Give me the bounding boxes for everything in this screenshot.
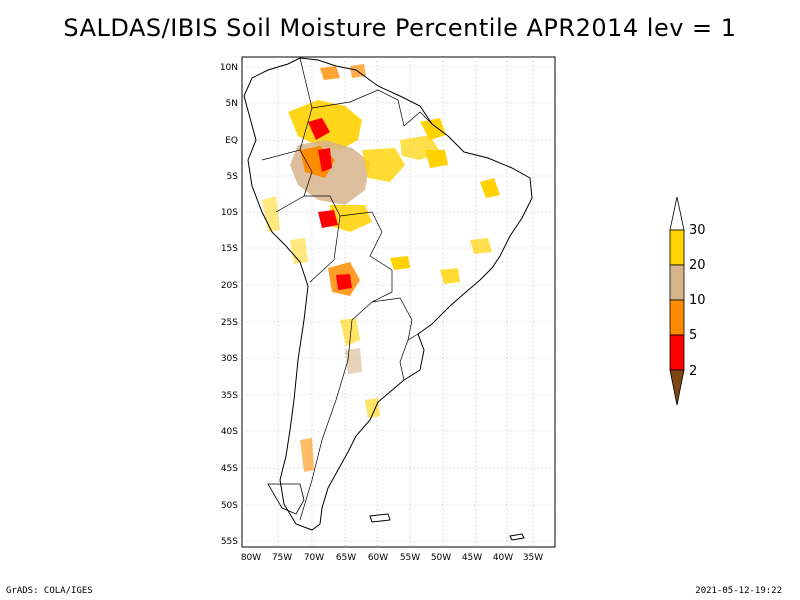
lon-tick: 35W (523, 553, 543, 563)
lat-tick: EQ (225, 136, 238, 146)
lat-tick: 5S (227, 172, 239, 182)
lat-tick: 10N (220, 63, 238, 73)
legend-swatch-20-30 (669, 229, 685, 266)
lat-tick: 5N (226, 99, 238, 109)
lon-tick: 70W (304, 553, 324, 563)
lon-tick: 55W (400, 553, 420, 563)
legend-swatch-10-20 (669, 264, 685, 301)
lat-tick: 40S (221, 427, 238, 437)
gridlines (242, 57, 555, 547)
color-legend (669, 196, 685, 406)
lat-tick: 30S (221, 354, 238, 364)
lat-tick: 35S (221, 391, 238, 401)
legend-labels: 30 20 10 5 2 (689, 223, 706, 379)
lon-tick: 60W (368, 553, 388, 563)
lat-tick: 55S (221, 537, 238, 547)
footer-credit: GrADS: COLA/IGES (6, 586, 93, 596)
legend-triangle-top (669, 196, 685, 231)
lon-tick: 75W (272, 553, 292, 563)
legend-label: 20 (689, 258, 706, 273)
moisture-fill-layer (262, 64, 500, 472)
lon-tick: 45W (462, 553, 482, 563)
lat-tick: 45S (221, 464, 238, 474)
footer-timestamp: 2021-05-12-19:22 (695, 586, 782, 596)
lon-tick: 80W (241, 553, 261, 563)
legend-triangle-bottom (669, 369, 685, 406)
lat-tick: 10S (221, 208, 238, 218)
lon-tick: 40W (493, 553, 513, 563)
legend-label: 2 (689, 364, 697, 379)
lat-tick-labels: 10N 5N EQ 5S 10S 15S 20S 25S 30S 35S 40S… (220, 63, 238, 547)
legend-label: 10 (689, 293, 706, 308)
legend-swatch-2-5 (669, 334, 685, 371)
legend-label: 30 (689, 223, 706, 238)
lon-tick: 50W (431, 553, 451, 563)
lon-tick: 65W (336, 553, 356, 563)
legend-swatch-5-10 (669, 299, 685, 336)
plot-frame (241, 56, 556, 548)
lat-tick: 25S (221, 318, 238, 328)
lat-tick: 15S (221, 244, 238, 254)
country-borders (261, 57, 433, 521)
lon-tick-labels: 80W 75W 70W 65W 60W 55W 50W 45W 40W 35W (241, 553, 543, 563)
legend-label: 5 (689, 328, 697, 343)
coastline (243, 57, 533, 541)
map-title: SALDAS/IBIS Soil Moisture Percentile APR… (63, 14, 737, 42)
lat-tick: 50S (221, 501, 238, 511)
lat-tick: 20S (221, 281, 238, 291)
